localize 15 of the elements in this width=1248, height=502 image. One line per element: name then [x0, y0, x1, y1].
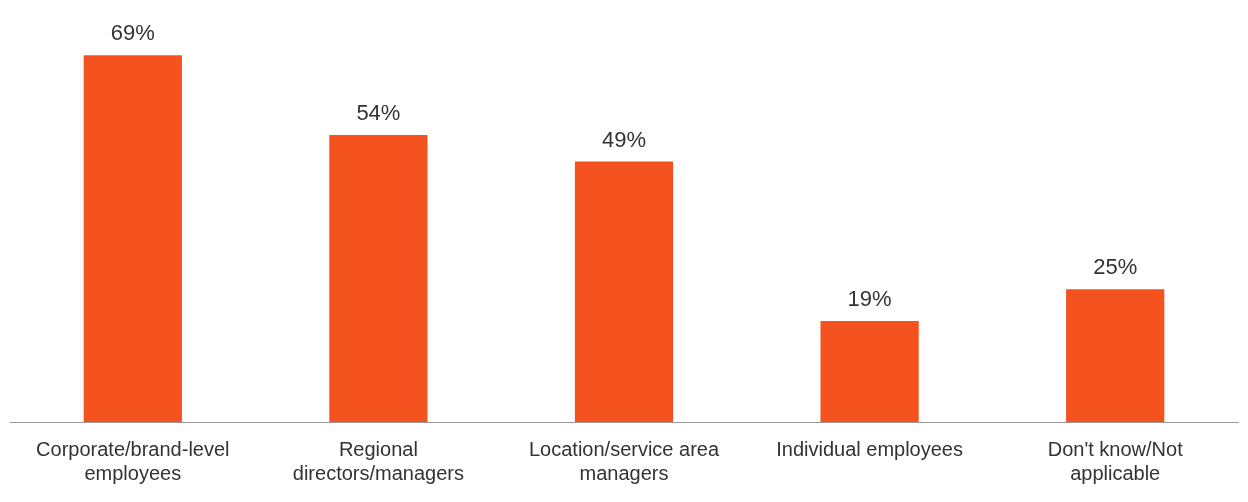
- x-tick-label: Regional directors/managers: [292, 437, 464, 484]
- bar: [820, 321, 919, 422]
- x-tick-label: Don't know/Not applicable: [1047, 437, 1184, 484]
- x-tick-label: Location/service area managers: [528, 437, 720, 484]
- data-label: 49%: [601, 126, 647, 152]
- bar: [329, 135, 428, 422]
- data-label: 54%: [356, 100, 401, 126]
- bar: [574, 161, 674, 422]
- data-label: 19%: [847, 286, 892, 312]
- bar: [1066, 289, 1165, 422]
- x-tick-label: Corporate/brand-level employees: [36, 437, 230, 484]
- x-tick-label: Individual employees: [776, 437, 963, 460]
- data-label: 69%: [110, 20, 155, 46]
- data-label: 25%: [1093, 254, 1138, 280]
- bar: [83, 55, 182, 422]
